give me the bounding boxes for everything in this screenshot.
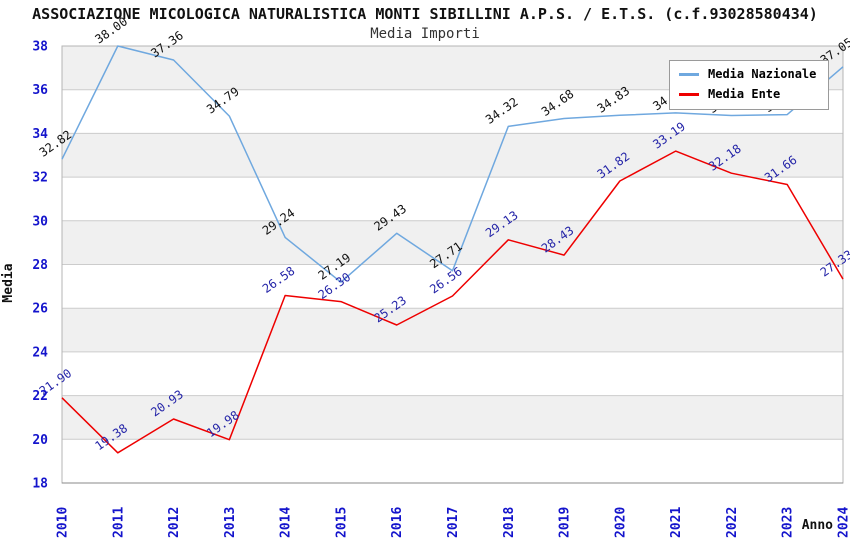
series-lines (61, 45, 844, 454)
x-axis-title: Anno (802, 518, 833, 533)
plot-border (61, 45, 844, 484)
media-nazionale-value-label: 34.32 (483, 95, 521, 127)
media-ente-line (61, 150, 844, 454)
y-axis-tick-label: 36 (32, 83, 48, 98)
legend: Media Nazionale Media Ente (669, 60, 830, 110)
plot-bands (62, 46, 843, 440)
y-axis-tick-label: 18 (32, 477, 48, 492)
x-axis-tick-label: 2024 (837, 507, 850, 538)
legend-label: Media Ente (708, 87, 781, 101)
y-axis-title: Media (1, 263, 16, 302)
legend-item-media-ente: Media Ente (679, 87, 816, 101)
y-axis-tick-label: 20 (32, 433, 48, 448)
x-axis-tick-label: 2015 (334, 507, 349, 538)
media-nazionale-value-label: 34.68 (539, 87, 577, 119)
x-axis-tick-label: 2017 (446, 507, 461, 538)
y-axis-tick-label: 26 (32, 302, 48, 317)
plot-band (62, 220, 843, 265)
media-ente-value-label: 26.58 (260, 264, 298, 296)
y-axis-tick-label: 30 (32, 214, 48, 229)
y-axis-tick-label: 32 (32, 171, 48, 186)
media-nazionale-value-label: 38.00 (92, 14, 130, 46)
x-axis-tick-label: 2023 (781, 507, 796, 538)
x-axis-tick-label: 2018 (502, 507, 517, 538)
x-axis-tick-label: 2019 (558, 507, 573, 538)
x-axis-tick-label: 2010 (56, 507, 71, 538)
x-axis-tick-label: 2014 (279, 507, 294, 538)
x-axis-tick-label: 2012 (167, 507, 182, 538)
legend-item-media-nazionale: Media Nazionale (679, 67, 816, 81)
x-axis-tick-label: 2020 (613, 507, 628, 538)
x-axis-tick-label: 2016 (390, 507, 405, 538)
plot-band (62, 308, 843, 352)
y-axis-tick-label: 22 (32, 389, 48, 404)
x-axis-tick-label: 2013 (223, 507, 238, 538)
chart-title: ASSOCIAZIONE MICOLOGICA NATURALISTICA MO… (32, 5, 818, 23)
plot-band (62, 133, 843, 178)
x-axis-tick-label: 2011 (111, 507, 126, 538)
chart-subtitle: Media Importi (370, 26, 480, 42)
y-axis-tick-label: 24 (32, 345, 48, 360)
media-ente-line-swatch-icon (679, 92, 699, 96)
y-axis-tick-label: 34 (32, 127, 48, 142)
x-axis-tick-label: 2021 (669, 507, 684, 538)
gridlines (62, 89, 843, 440)
y-axis-tick-label: 38 (32, 40, 48, 55)
legend-label: Media Nazionale (708, 67, 817, 81)
y-axis-tick-label: 28 (32, 258, 48, 273)
x-axis-tick-label: 2022 (725, 507, 740, 538)
plot-band (62, 395, 843, 440)
media-nazionale-line-swatch-icon (679, 72, 699, 76)
media-nazionale-line (61, 45, 844, 283)
